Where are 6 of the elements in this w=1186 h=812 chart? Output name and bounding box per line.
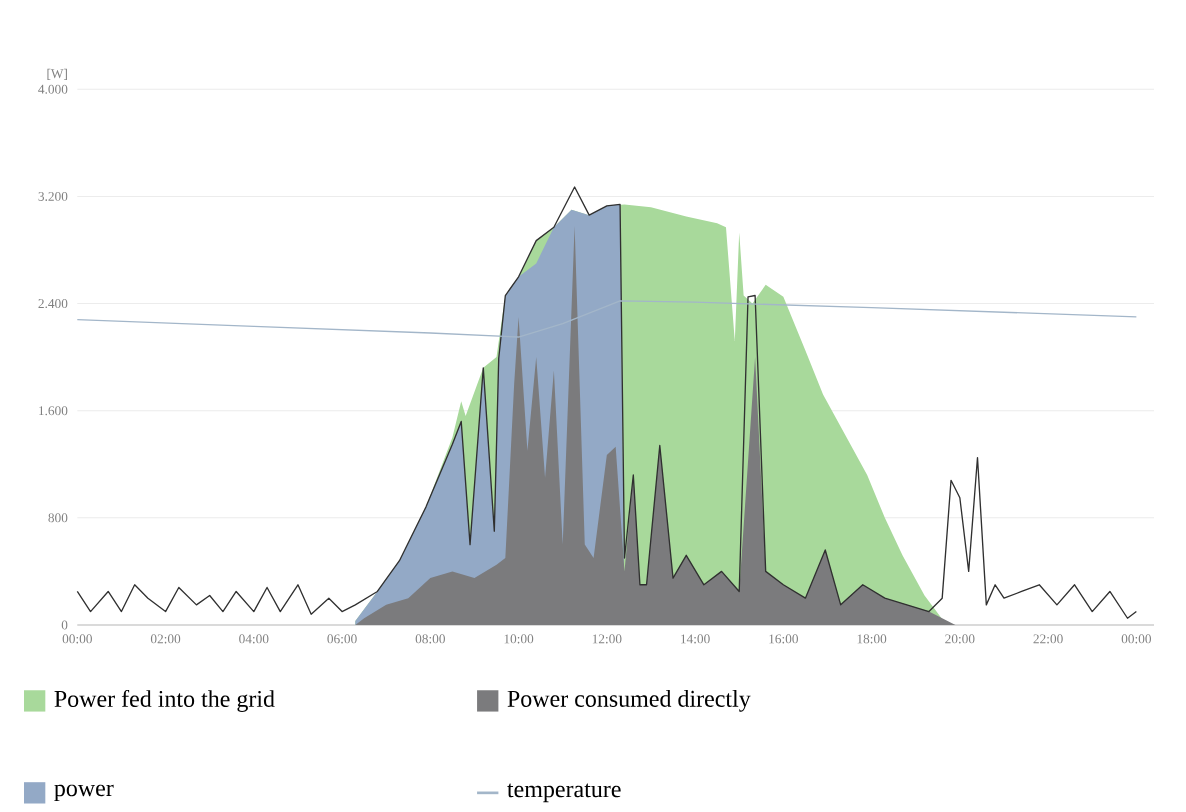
legend-label: temperature <box>507 783 621 802</box>
legend-label: Power fed into the grid <box>54 689 275 712</box>
legend-label: Power consumed directly <box>507 689 751 712</box>
legend-label: power <box>54 784 114 801</box>
line-series <box>76 299 1138 338</box>
line-series <box>76 185 1138 619</box>
